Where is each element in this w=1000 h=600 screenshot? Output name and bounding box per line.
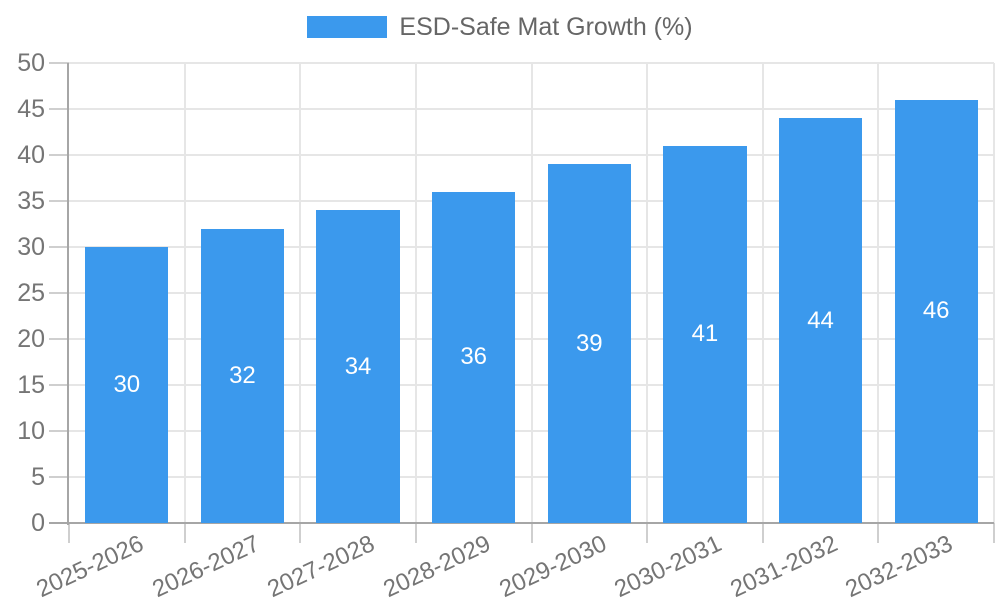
y-tick xyxy=(49,430,69,432)
gridline-vertical xyxy=(183,63,186,523)
gridline-vertical xyxy=(530,63,533,523)
legend-swatch-icon xyxy=(307,16,388,38)
y-tick xyxy=(49,62,69,64)
x-axis-label: 2029-2030 xyxy=(494,530,611,600)
x-tick xyxy=(68,523,70,543)
x-axis-label: 2028-2029 xyxy=(379,530,495,600)
gridline-vertical xyxy=(993,63,995,523)
x-tick xyxy=(299,523,302,543)
y-axis-label: 5 xyxy=(31,463,45,491)
bar-value-label: 30 xyxy=(113,371,141,398)
y-axis-label: 35 xyxy=(17,187,45,215)
x-axis-label: 2030-2031 xyxy=(610,530,726,600)
gridline-vertical xyxy=(877,63,880,523)
y-tick xyxy=(49,384,69,386)
y-tick xyxy=(49,476,69,478)
x-axis-line xyxy=(49,522,994,524)
x-axis-label: 2031-2032 xyxy=(726,530,842,600)
x-tick xyxy=(183,523,186,543)
gridline-vertical xyxy=(761,63,764,523)
x-axis-label: 2026-2027 xyxy=(147,530,264,600)
bar[interactable]: 32 xyxy=(200,228,285,523)
x-tick xyxy=(414,523,417,543)
y-axis-label: 0 xyxy=(31,509,45,537)
x-tick xyxy=(877,523,880,543)
bar-value-label: 34 xyxy=(344,352,372,380)
y-axis-label: 30 xyxy=(17,233,45,261)
bar[interactable]: 34 xyxy=(316,210,400,523)
gridline-vertical xyxy=(414,63,417,523)
y-tick xyxy=(49,246,69,248)
legend[interactable]: ESD-Safe Mat Growth (%) xyxy=(0,12,1000,42)
y-axis-label: 10 xyxy=(17,417,45,445)
x-tick xyxy=(646,523,649,543)
x-tick xyxy=(993,523,995,543)
y-tick xyxy=(49,154,69,156)
x-tick xyxy=(530,523,533,543)
bar[interactable]: 46 xyxy=(894,99,978,523)
y-tick xyxy=(49,292,69,294)
y-axis-label: 40 xyxy=(17,141,45,169)
y-axis-label: 45 xyxy=(17,95,45,123)
y-axis-label: 20 xyxy=(17,325,45,353)
bar-value-label: 41 xyxy=(691,320,719,348)
bar[interactable]: 30 xyxy=(85,247,169,523)
x-axis-label: 2032-2033 xyxy=(841,530,958,600)
y-axis-label: 25 xyxy=(17,279,45,307)
bar[interactable]: 41 xyxy=(663,145,747,523)
gridline-vertical xyxy=(299,63,302,523)
bar[interactable]: 39 xyxy=(547,164,631,523)
bar-value-label: 46 xyxy=(922,297,950,325)
y-tick xyxy=(49,108,69,110)
bar-value-label: 39 xyxy=(575,329,603,357)
bar-value-label: 32 xyxy=(229,361,256,389)
y-tick xyxy=(49,200,69,202)
bar-value-label: 36 xyxy=(460,343,488,371)
bar-value-label: 44 xyxy=(807,306,834,334)
x-axis-label: 2025-2026 xyxy=(32,530,148,600)
x-axis-label: 2027-2028 xyxy=(263,530,380,600)
bar[interactable]: 44 xyxy=(778,118,863,523)
legend-label: ESD-Safe Mat Growth (%) xyxy=(399,13,693,41)
gridline-vertical xyxy=(646,63,649,523)
y-axis-line xyxy=(67,63,69,525)
x-tick xyxy=(761,523,764,543)
y-axis-label: 15 xyxy=(17,371,45,399)
y-tick xyxy=(49,338,69,340)
bar[interactable]: 36 xyxy=(432,191,516,523)
y-axis-label: 50 xyxy=(17,49,45,77)
